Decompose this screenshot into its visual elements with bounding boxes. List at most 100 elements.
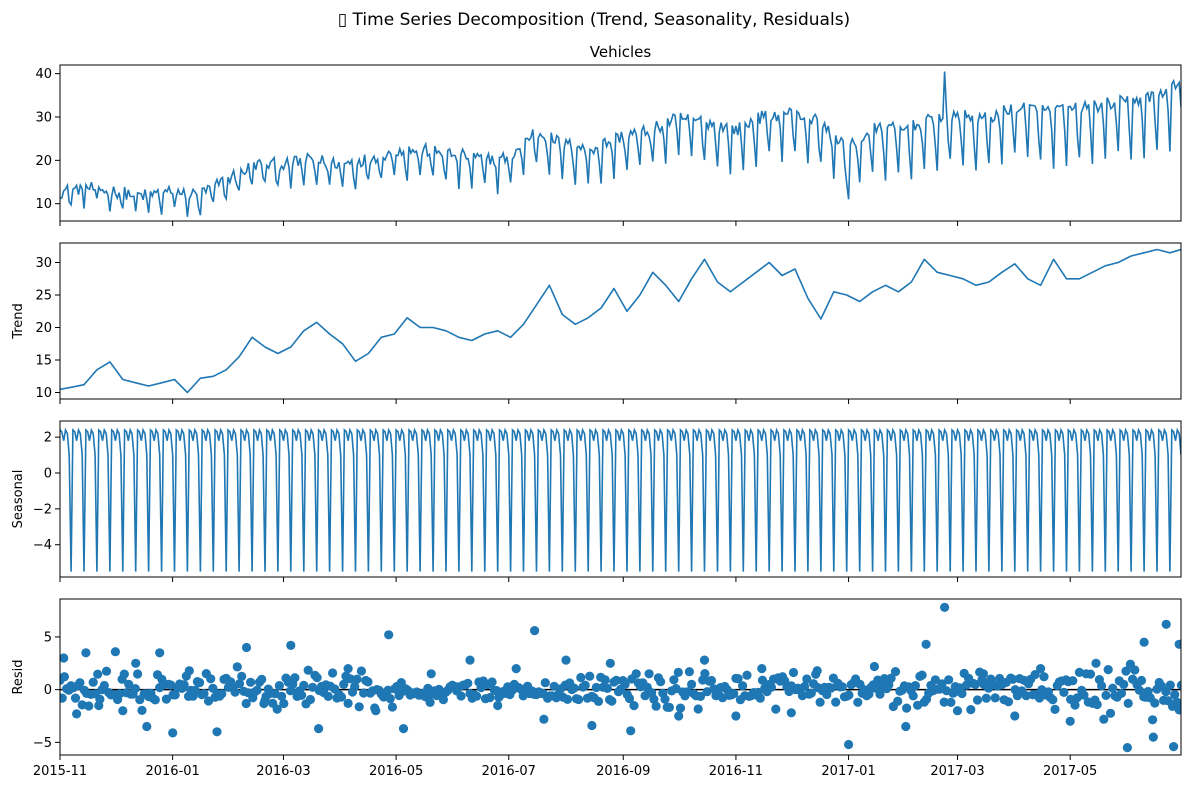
resid-point [869, 661, 880, 672]
resid-point [902, 703, 912, 713]
resid-point [363, 677, 373, 687]
resid-point [1134, 685, 1144, 695]
resid-point [277, 691, 287, 701]
resid-point [1165, 680, 1175, 690]
y-tick-label: 20 [35, 321, 52, 336]
resid-point [234, 679, 245, 689]
resid-point [1068, 676, 1078, 686]
resid-point [343, 698, 353, 709]
resid-point [426, 669, 436, 679]
resid-point [1092, 699, 1102, 710]
x-tick-label: 2016-03 [256, 764, 310, 779]
resid-point [1116, 688, 1127, 698]
plot-area [60, 248, 1181, 394]
resid-point [540, 678, 550, 688]
resid-point [170, 690, 180, 700]
plot-area [60, 602, 1181, 753]
chart-panel-1: 10 20 30 40 Vehicles [35, 43, 1182, 226]
resid-point [644, 669, 654, 679]
y-tick-label: −2 [33, 502, 52, 517]
resid-point [279, 698, 289, 709]
resid-point [206, 674, 216, 684]
resid-point [110, 647, 120, 657]
resid-point [530, 626, 540, 636]
resid-point [1099, 714, 1109, 724]
resid-point [602, 683, 613, 694]
figure-title: ▯ Time Series Decomposition (Trend, Seas… [338, 10, 850, 30]
resid-point [576, 672, 586, 683]
resid-point [124, 679, 134, 689]
axes-frame [59, 420, 1182, 578]
resid-point [901, 721, 911, 732]
resid-point [1161, 687, 1171, 697]
resid-point [336, 692, 347, 702]
resid-point [297, 690, 307, 700]
resid-point [624, 693, 635, 704]
resid-point [684, 667, 695, 677]
resid-point [990, 693, 1000, 703]
resid-point [699, 655, 710, 665]
resid-point [664, 702, 675, 713]
plot-area [60, 71, 1181, 217]
resid-point [733, 674, 743, 684]
resid-point [99, 680, 109, 691]
x-tick-label: 2017-05 [1043, 764, 1097, 779]
resid-point [1172, 697, 1181, 707]
resid-point [1121, 666, 1131, 676]
resid-point [387, 702, 397, 712]
resid-point [465, 655, 475, 665]
resid-point [890, 667, 901, 677]
resid-point [611, 675, 621, 686]
resid-point [101, 666, 112, 676]
resid-point [1123, 698, 1133, 709]
axes-frame [59, 598, 1182, 756]
y-tick-label: 10 [35, 386, 52, 401]
resid-point [323, 691, 333, 702]
resid-point [93, 669, 103, 679]
resid-point [237, 671, 247, 682]
resid-point [1108, 683, 1118, 693]
resid-point [649, 694, 659, 704]
resid-point [70, 693, 81, 703]
resid-point [150, 695, 160, 705]
resid-point [700, 669, 710, 679]
resid-point [371, 706, 381, 716]
resid-point [1048, 695, 1058, 705]
resid-point [290, 673, 300, 683]
resid-point [1021, 691, 1031, 701]
resid-point [981, 693, 991, 703]
resid-point [168, 728, 178, 738]
resid-point [94, 700, 104, 711]
y-tick-label: 2 [44, 431, 52, 446]
resid-point [669, 675, 679, 685]
resid-point [1103, 665, 1113, 675]
resid-point [946, 697, 956, 708]
resid-point [1150, 698, 1160, 708]
y-tick-label: 0 [44, 467, 52, 482]
y-tick-label: −5 [33, 736, 52, 751]
resid-point [837, 682, 847, 692]
resid-point [952, 706, 963, 716]
resid-point [831, 697, 841, 707]
resid-point [230, 687, 240, 697]
resid-point [1085, 669, 1096, 679]
resid-point [286, 640, 296, 651]
y-axis-label: Trend [11, 303, 26, 340]
resid-point [626, 726, 636, 736]
resid-point [1003, 697, 1014, 707]
resid-point [600, 675, 610, 685]
resid-point [587, 720, 597, 731]
resid-point [917, 670, 927, 680]
resid-point [1139, 637, 1149, 647]
resid-point [493, 700, 503, 711]
resid-point [359, 688, 369, 698]
resid-point [1105, 708, 1116, 718]
resid-point [1169, 742, 1179, 752]
resid-point [660, 694, 670, 704]
plot-area [60, 427, 1181, 572]
resid-point [908, 691, 918, 701]
resid-point [970, 679, 980, 690]
resid-point [303, 665, 313, 675]
resid-point [241, 642, 252, 653]
